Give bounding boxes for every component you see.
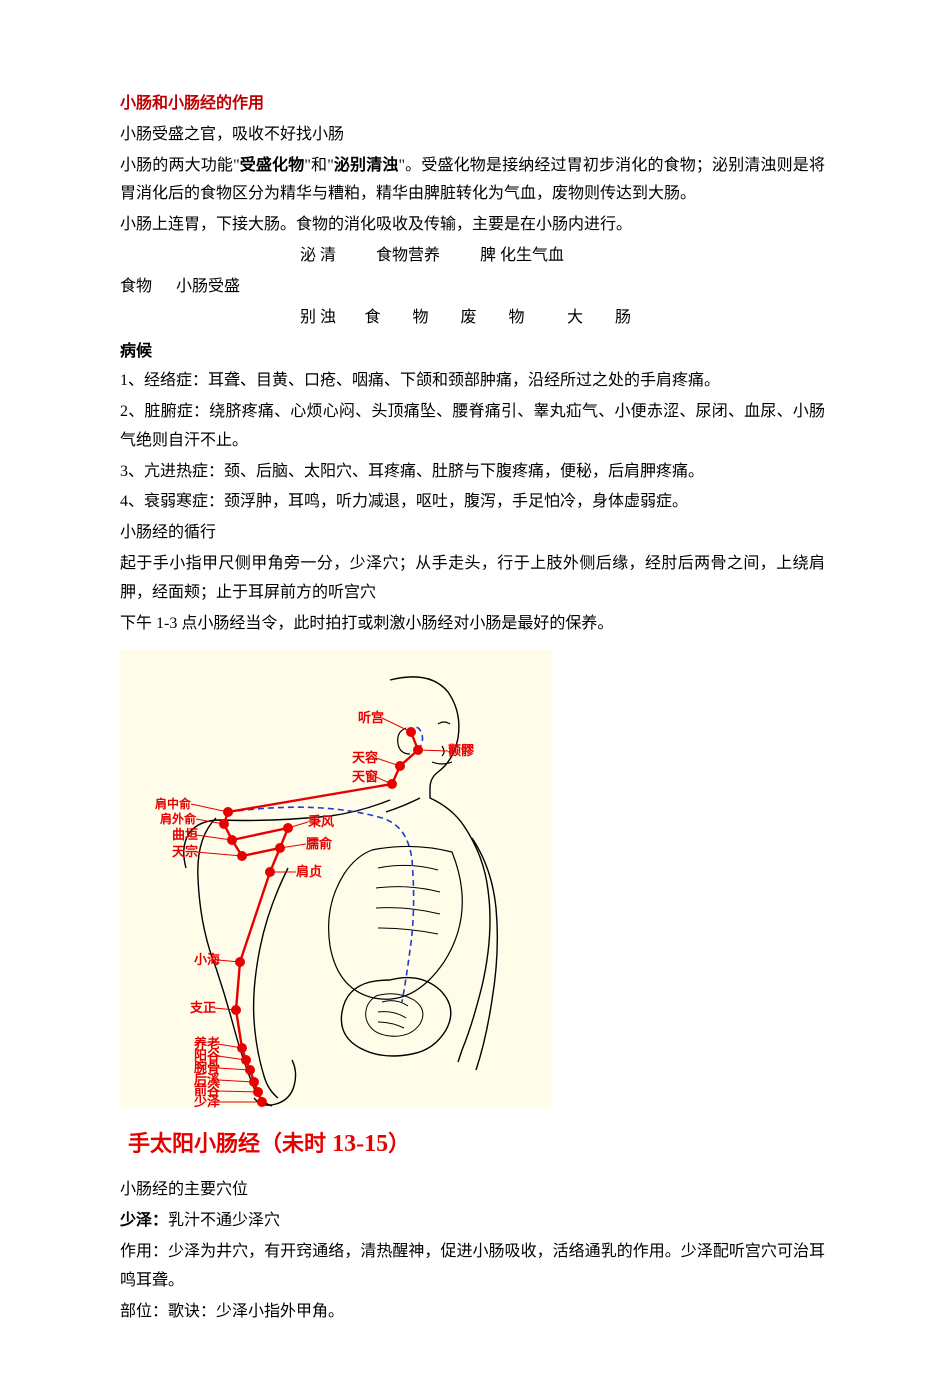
diagram-svg: 听宫颧髎天容天窗肩中俞肩外俞曲垣天宗秉风臑俞肩贞小海支正养老阳谷腕骨后溪前谷少泽 xyxy=(120,650,552,1108)
flow-bot-b: 食 物 废 物 xyxy=(364,304,538,333)
shaoze-slogan: 乳汁不通少泽穴 xyxy=(168,1212,280,1229)
function-paragraph: 小肠的两大功能"受盛化物"和"泌别清浊"。受盛化物是接纳经过胃初步消化的食物；泌… xyxy=(120,152,825,210)
meridian-diagram: 听宫颧髎天容天窗肩中俞肩外俞曲垣天宗秉风臑俞肩贞小海支正养老阳谷腕骨后溪前谷少泽… xyxy=(120,650,825,1166)
binghou-heading: 病候 xyxy=(120,338,825,367)
caption-end: ） xyxy=(388,1131,410,1156)
acupoint-label: 支正 xyxy=(189,1000,216,1015)
binghou-item: 2、脏腑症：绕脐疼痛、心烦心闷、头顶痛坠、腰脊痛引、睾丸疝气、小便赤涩、尿闭、血… xyxy=(120,398,825,456)
binghou-item: 1、经络症：耳聋、目黄、口疮、咽痛、下颌和颈部肿痛，沿经所过之处的手肩疼痛。 xyxy=(120,367,825,396)
func-mid: "和" xyxy=(304,157,333,174)
afternoon-line: 下午 1-3 点小肠经当令，此时拍打或刺激小肠经对小肠是最好的保养。 xyxy=(120,610,825,639)
flow-row-top: 泌 清 食物营养 脾 化生气血 xyxy=(120,242,825,271)
acupoint-label: 小海 xyxy=(194,952,220,967)
doc-title: 小肠和小肠经的作用 xyxy=(120,90,825,119)
flow-row-mid: 食物 小肠受盛 xyxy=(120,273,825,302)
connect-line: 小肠上连胃，下接大肠。食物的消化吸收及传输，主要是在小肠内进行。 xyxy=(120,211,825,240)
flow-top-a: 泌 清 xyxy=(300,242,336,271)
caption-main: 手太阳小肠经（未时 xyxy=(128,1131,332,1156)
func-pre: 小肠的两大功能 xyxy=(120,157,233,174)
acupoint-label: 听宫 xyxy=(358,710,384,725)
acupoint-label: 天窗 xyxy=(352,769,378,784)
shaoze-line: 少泽：乳汁不通少泽穴 xyxy=(120,1207,825,1236)
shaoze-buwei: 部位：歌诀：少泽小指外甲角。 xyxy=(120,1298,825,1327)
acupoint-label: 天容 xyxy=(352,750,378,765)
func-b1: 受盛化物 xyxy=(240,157,305,174)
acupoint-label: 秉风 xyxy=(308,814,334,829)
acupoint-label: 肩外俞 xyxy=(160,811,197,826)
func-b2: 泌别清浊 xyxy=(334,157,399,174)
acupoint-label: 曲垣 xyxy=(172,827,198,842)
flow-mid-b: 小肠受盛 xyxy=(176,273,240,302)
shaoze-name: 少泽： xyxy=(120,1212,168,1229)
acupoint-label: 臑俞 xyxy=(306,836,333,851)
main-points-heading: 小肠经的主要穴位 xyxy=(120,1176,825,1205)
acupoint-label: 颧髎 xyxy=(448,743,475,758)
xunxing-heading: 小肠经的循行 xyxy=(120,519,825,548)
flow-top-b: 食物营养 xyxy=(376,242,440,271)
acupoint-label: 天宗 xyxy=(172,844,198,859)
flow-bot-c: 大 肠 xyxy=(567,304,645,333)
flow-mid-a: 食物 xyxy=(120,273,152,302)
xunxing-body: 起于手小指甲尺侧甲角旁一分，少泽穴；从手走头，行于上肢外侧后缘，经肘后两骨之间，… xyxy=(120,550,825,608)
diagram-caption: 手太阳小肠经（未时 13-15） xyxy=(120,1123,825,1166)
flow-bot-a: 别 浊 xyxy=(300,304,336,333)
flow-row-bot: 别 浊 食 物 废 物 大 肠 xyxy=(120,304,645,333)
acupoint-label: 肩贞 xyxy=(296,864,322,879)
acupoint-label: 少泽 xyxy=(193,1094,221,1108)
intro-line: 小肠受盛之官，吸收不好找小肠 xyxy=(120,121,825,150)
acupoint-label: 肩中俞 xyxy=(155,796,192,811)
caption-time: 13-15 xyxy=(332,1131,388,1157)
binghou-item: 3、亢进热症：颈、后脑、太阳穴、耳疼痛、肚脐与下腹疼痛，便秘，后肩胛疼痛。 xyxy=(120,458,825,487)
title-text: 小肠和小肠经的作用 xyxy=(120,95,264,112)
flow-top-c: 脾 化生气血 xyxy=(480,242,564,271)
shaoze-zuoyong: 作用：少泽为井穴，有开窍通络，清热醒神，促进小肠吸收，活络通乳的作用。少泽配听宫… xyxy=(120,1238,825,1296)
binghou-item: 4、衰弱寒症：颈浮肿，耳鸣，听力减退，呕吐，腹泻，手足怕冷，身体虚弱症。 xyxy=(120,488,825,517)
